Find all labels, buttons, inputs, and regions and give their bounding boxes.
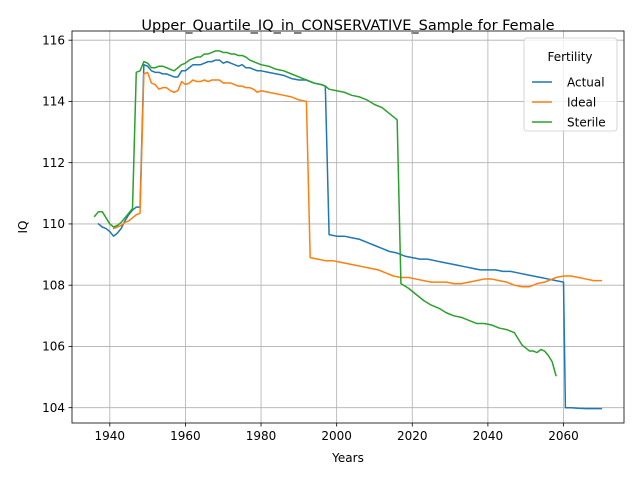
y-tick-label: 116: [42, 33, 65, 47]
legend-entries: Actual Ideal Sterile: [532, 75, 606, 129]
x-tick-label: 2020: [397, 429, 428, 443]
x-tick-label: 1940: [95, 429, 126, 443]
x-tick-label: 2040: [473, 429, 504, 443]
x-tick-label: 1980: [246, 429, 277, 443]
plot-frame: [71, 30, 625, 424]
legend-label-sterile: Sterile: [567, 115, 606, 129]
y-tick-label: 106: [42, 340, 65, 354]
y-tick-label: 114: [42, 95, 65, 109]
x-tick-label: 2060: [548, 429, 579, 443]
y-tick-label: 104: [42, 401, 65, 415]
legend: Fertility Actual Ideal Sterile: [523, 37, 618, 132]
series-line-actual: [97, 59, 603, 410]
y-axis-label: IQ: [16, 221, 30, 234]
legend-label-ideal: Ideal: [567, 95, 596, 109]
y-tick-label: 112: [42, 156, 65, 170]
y-axis: 104 106 108 110 112 114 116: [42, 33, 72, 415]
legend-label-actual: Actual: [567, 75, 605, 89]
series-line-ideal: [112, 71, 603, 288]
legend-title: Fertility: [547, 50, 592, 64]
y-tick-label: 108: [42, 278, 65, 292]
x-axis-label: Years: [331, 451, 364, 465]
x-tick-label: 1960: [170, 429, 201, 443]
chart-title: Upper_Quartile_IQ_in_CONSERVATIVE_Sample…: [141, 18, 554, 34]
legend-box: [523, 37, 618, 132]
x-axis: 1940 1960 1980 2000 2020 2040 2060: [95, 423, 579, 443]
series-lines: [93, 50, 603, 410]
x-tick-label: 2000: [321, 429, 352, 443]
y-tick-label: 110: [42, 217, 65, 231]
series-line-sterile: [93, 50, 557, 377]
